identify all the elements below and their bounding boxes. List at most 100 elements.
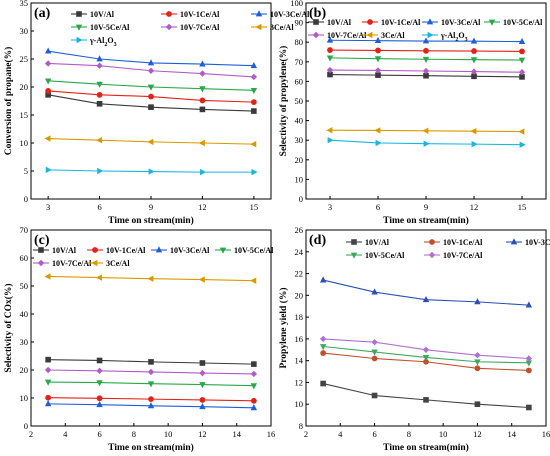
data-point: [327, 47, 333, 53]
legend-label: 10V-5Ce/Al: [365, 251, 405, 260]
data-point: [148, 104, 154, 110]
data-point: [148, 396, 154, 403]
data-point: [148, 168, 155, 175]
y-tick-label: 70: [295, 57, 304, 67]
y-tick-label: 30: [295, 135, 304, 145]
data-point: [96, 62, 103, 69]
x-tick-label: 16: [542, 429, 550, 439]
data-point: [422, 355, 430, 362]
data-point: [374, 127, 381, 134]
data-point: [198, 139, 205, 147]
data-point: [44, 366, 52, 374]
data-point: [45, 166, 52, 174]
x-tick-label: 9: [424, 202, 428, 212]
legend-marker: [350, 252, 358, 259]
data-point: [199, 86, 206, 93]
legend-marker: [166, 11, 172, 17]
legend-label: 10V/Al: [365, 238, 390, 247]
legend-marker: [75, 24, 83, 31]
y-tick-label: 26: [295, 225, 304, 235]
data-point: [474, 401, 481, 408]
data-point: [319, 335, 327, 343]
series-line: [323, 382, 529, 409]
y-tick-label: 0: [24, 421, 28, 431]
legend-label: 10V-3Ce/Al: [441, 18, 481, 27]
legend-marker: [91, 259, 98, 267]
data-point: [319, 344, 327, 351]
x-tick-label: 12: [198, 429, 207, 439]
data-point: [96, 101, 103, 107]
x-tick-label: 6: [372, 429, 376, 439]
legend-marker: [37, 259, 45, 267]
data-point: [147, 368, 155, 376]
data-point: [96, 55, 103, 62]
data-point: [422, 67, 430, 75]
data-point: [371, 338, 378, 346]
y-tick-label: 30: [20, 337, 29, 347]
data-point: [250, 397, 257, 404]
data-point: [326, 55, 334, 62]
data-point: [320, 380, 326, 387]
data-point: [45, 92, 51, 98]
data-point: [474, 359, 481, 366]
x-tick-label: 12: [470, 202, 479, 212]
data-point: [371, 349, 378, 356]
data-point: [95, 137, 102, 144]
data-point: [44, 78, 52, 85]
chart-panel-3: 0 10 20 30 40 50 60 70 2 4 6 8 10 12 14 16 Time on strea…: [3, 225, 275, 453]
data-point: [374, 56, 382, 63]
data-point: [96, 380, 103, 387]
y-tick-label: 20: [295, 155, 304, 165]
legend-marker: [76, 11, 82, 17]
data-point: [199, 106, 206, 113]
y-tick-label: 60: [295, 76, 304, 86]
y-tick-label: 20: [20, 82, 29, 92]
data-point: [199, 397, 206, 403]
chart-panel-2: 0 10 20 30 40 50 60 70 80 90 100 3 6 9 12 15 Time on str…: [278, 0, 547, 226]
data-point: [375, 139, 382, 147]
legend-marker: [155, 246, 163, 253]
data-point: [250, 87, 258, 95]
y-axis-title: Selectivity of COx(%): [3, 283, 14, 372]
data-point: [199, 97, 206, 104]
data-point: [147, 402, 155, 409]
data-point: [147, 138, 154, 146]
data-point: [95, 274, 102, 281]
y-tick-label: 8: [299, 421, 303, 431]
panel-label: (b): [309, 6, 326, 21]
plot-frame: [30, 229, 272, 427]
data-point: [519, 48, 525, 55]
legend-label: 10V-3Ce/Al: [270, 10, 310, 19]
y-tick-label: 10: [295, 174, 304, 184]
legend-label: 10V-5Ce/Al: [234, 246, 274, 255]
data-point: [519, 141, 526, 148]
data-point: [470, 57, 478, 64]
legend-label: 10V-7Ce/Al: [180, 23, 220, 32]
data-point: [45, 356, 51, 363]
data-point: [423, 47, 429, 54]
data-point: [320, 350, 327, 356]
data-point: [326, 127, 333, 134]
legend-marker: [313, 19, 319, 25]
data-point: [474, 365, 481, 372]
data-point: [422, 56, 430, 63]
legend-marker: [92, 247, 98, 253]
data-point: [199, 360, 206, 366]
y-tick-label: 5: [24, 166, 28, 176]
data-point: [200, 168, 207, 176]
data-point: [375, 72, 381, 78]
legend-marker: [165, 23, 173, 31]
data-point: [251, 168, 258, 176]
data-point: [470, 68, 478, 75]
x-tick-label: 12: [198, 202, 207, 212]
data-point: [199, 369, 206, 377]
legend-marker: [367, 19, 373, 25]
legend-label: 10V/Al: [327, 18, 352, 27]
data-point: [44, 60, 52, 67]
x-tick-label: 3: [328, 202, 332, 212]
legend-label: 10V-1Ce/Al: [443, 238, 483, 247]
data-point: [96, 367, 103, 375]
legend-marker: [366, 31, 373, 39]
legend-marker: [38, 247, 44, 253]
legend-label: 3Ce/Al: [270, 23, 294, 32]
